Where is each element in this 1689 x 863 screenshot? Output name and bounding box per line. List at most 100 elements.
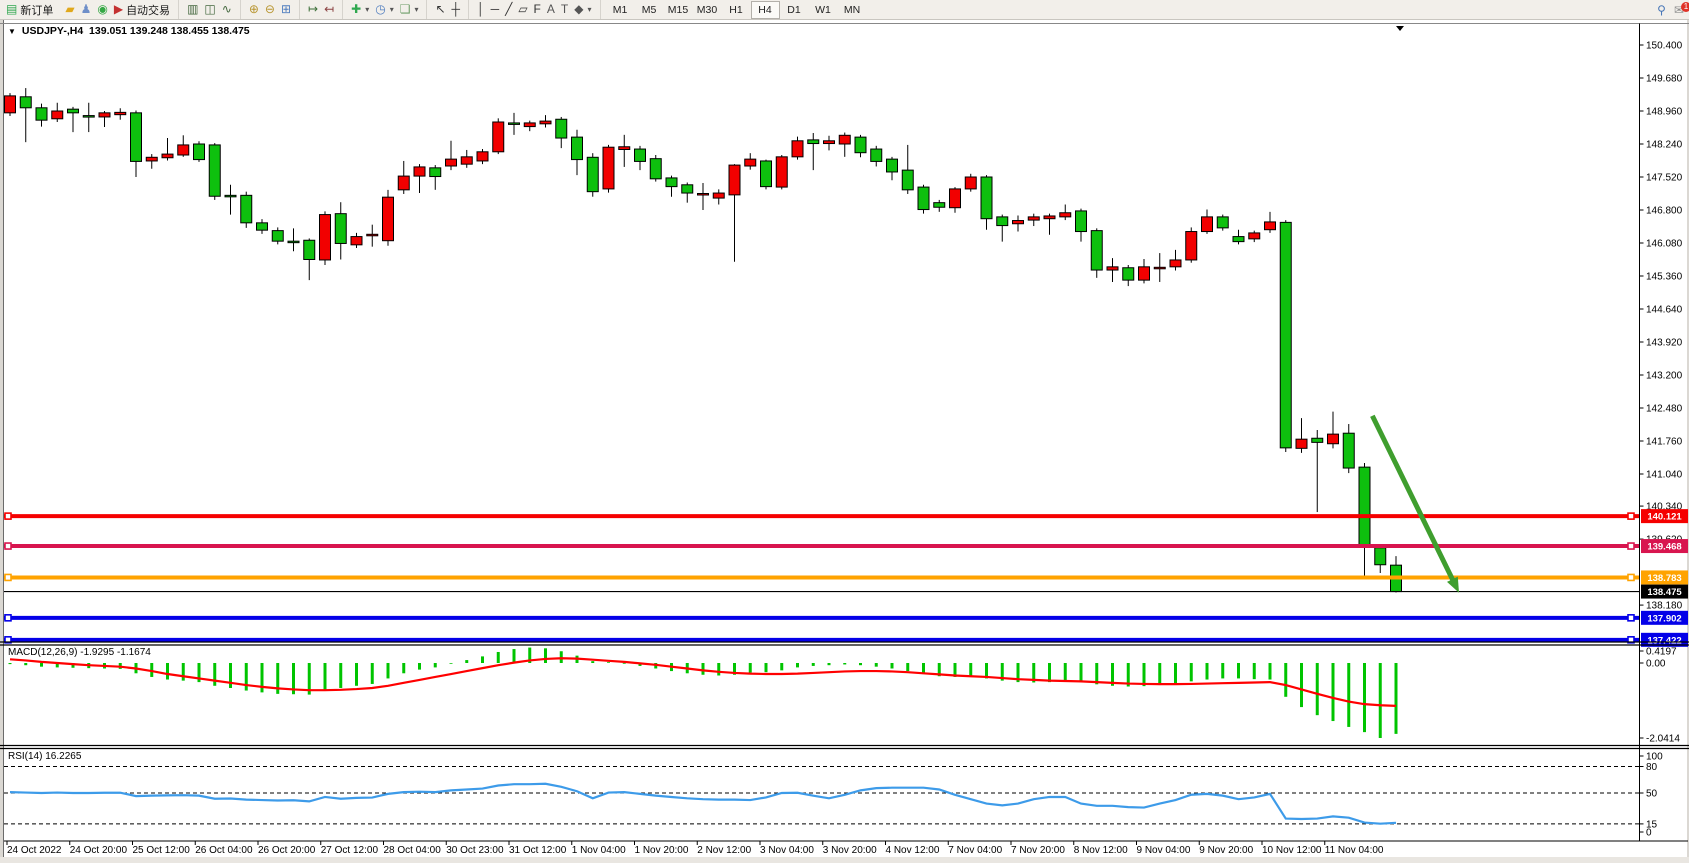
line-chart-icon: ∿ xyxy=(221,2,232,16)
auto-scroll-icon: ↦ xyxy=(308,2,319,16)
chevron-down-icon[interactable]: ▾ xyxy=(365,5,370,14)
level-line-blue-1-handle[interactable] xyxy=(4,614,12,622)
autotrading-button[interactable]: ▶ 自动交易 xyxy=(111,1,173,18)
candle-body xyxy=(508,122,520,125)
zoom-in-icon: ⊕ xyxy=(248,2,259,16)
candle-body xyxy=(1153,266,1166,270)
level-line-red-handle[interactable] xyxy=(1627,512,1635,520)
text-icon[interactable]: A xyxy=(544,1,558,18)
one-click-trading-toggle[interactable]: ▼ xyxy=(8,27,16,36)
timeframe-mn[interactable]: MN xyxy=(843,3,861,16)
timeframe-m1[interactable]: M1 xyxy=(612,3,628,16)
time-axis-label: 4 Nov 12:00 xyxy=(886,845,940,856)
candle-body xyxy=(523,122,536,128)
tile-windows-icon[interactable]: ⊞ xyxy=(278,1,294,18)
fibonacci-icon: F xyxy=(533,2,541,16)
bar-chart-icon[interactable]: ▥ xyxy=(184,1,201,18)
horizontal-line-icon[interactable]: ─ xyxy=(488,1,503,18)
candle-body xyxy=(1138,266,1150,281)
time-axis-label: 30 Oct 23:00 xyxy=(446,845,504,856)
market-icon[interactable]: ▰ xyxy=(62,1,77,18)
fibonacci-icon[interactable]: F xyxy=(531,1,544,18)
level-line-blue-1-handle[interactable] xyxy=(1627,614,1635,622)
text-label-icon[interactable]: T xyxy=(558,1,571,18)
candle-body xyxy=(1012,220,1024,225)
trendline-icon[interactable]: ╱ xyxy=(502,1,515,18)
time-axis-label: 24 Oct 2022 xyxy=(7,845,62,856)
level-line-crimson-handle[interactable] xyxy=(1627,542,1635,550)
time-axis-label: 24 Oct 20:00 xyxy=(70,845,128,856)
candle-body xyxy=(161,153,174,159)
timeframe-h4[interactable]: H4 xyxy=(750,0,780,19)
zoom-in-icon[interactable]: ⊕ xyxy=(246,1,262,18)
level-line-orange-handle[interactable] xyxy=(1627,573,1635,582)
level-line-orange-handle[interactable] xyxy=(4,573,12,582)
candle-body xyxy=(980,176,993,220)
time-axis-label: 7 Nov 20:00 xyxy=(1011,845,1065,856)
equidistant-channel-icon: ▱ xyxy=(518,2,528,16)
candle-body xyxy=(838,134,851,145)
price-chip-label: 140.121 xyxy=(1647,512,1682,523)
level-line-crimson-handle[interactable] xyxy=(4,542,12,550)
equidistant-channel-icon[interactable]: ▱ xyxy=(515,1,530,18)
notifications-icon[interactable]: ✉ 1 xyxy=(1674,1,1689,17)
candle-body xyxy=(1232,236,1245,243)
chevron-down-icon[interactable]: ▾ xyxy=(587,5,592,14)
chart-shift-icon: ↤ xyxy=(324,2,335,16)
candle-body xyxy=(114,111,127,116)
time-axis-label: 28 Oct 04:00 xyxy=(384,845,442,856)
price-axis-label: 146.080 xyxy=(1646,238,1683,249)
crosshair-icon[interactable]: ┼ xyxy=(449,1,464,18)
price-chip xyxy=(1641,539,1688,554)
cursor-icon[interactable]: ↖ xyxy=(432,1,448,18)
level-line-red-handle[interactable] xyxy=(4,512,12,520)
time-axis-label: 3 Nov 04:00 xyxy=(760,845,814,856)
candle-body xyxy=(697,192,709,196)
chart-background xyxy=(0,19,1689,863)
candle-body xyxy=(445,158,457,167)
candlestick-chart-icon[interactable]: ◫ xyxy=(201,1,218,18)
profile-icon: ♟ xyxy=(80,2,92,16)
timeframe-m5[interactable]: M5 xyxy=(641,3,657,16)
auto-scroll-icon[interactable]: ↦ xyxy=(305,1,321,18)
candle-body xyxy=(177,144,190,156)
periods-icon[interactable]: ◷ ▾ xyxy=(372,1,397,18)
zoom-out-icon[interactable]: ⊖ xyxy=(262,1,278,18)
candle-body xyxy=(1216,216,1229,229)
level-line-blue-2-handle[interactable] xyxy=(4,636,12,644)
timeframe-h1[interactable]: H1 xyxy=(729,3,743,16)
chevron-down-icon[interactable]: ▾ xyxy=(414,5,419,14)
candle-body xyxy=(665,177,678,188)
candle-body xyxy=(224,194,237,198)
search-icon[interactable]: ⚲ xyxy=(1657,2,1666,17)
new-order-button[interactable]: ▤ 新订单 xyxy=(3,1,56,18)
timeframe-w1[interactable]: W1 xyxy=(815,3,831,16)
profile-icon[interactable]: ♟ xyxy=(78,1,95,18)
candle-body xyxy=(145,156,158,162)
vertical-line-icon[interactable]: │ xyxy=(474,1,488,18)
candle-body xyxy=(744,158,757,167)
price-chip-label: 137.902 xyxy=(1647,613,1681,624)
candle-body xyxy=(634,148,646,162)
trend-arrow[interactable] xyxy=(1370,414,1457,584)
line-chart-icon[interactable]: ∿ xyxy=(219,1,235,18)
chevron-down-icon[interactable]: ▾ xyxy=(389,5,394,14)
price-axis-label: 150.400 xyxy=(1646,41,1683,52)
candle-body xyxy=(807,139,820,145)
indicators-icon[interactable]: ✚ ▾ xyxy=(348,1,372,18)
templates-icon[interactable]: ❏ ▾ xyxy=(397,1,422,18)
signals-icon[interactable]: ◉ xyxy=(94,1,110,18)
timeframe-d1[interactable]: D1 xyxy=(787,3,801,16)
price-axis-label: 143.200 xyxy=(1646,370,1683,381)
price-axis-label: 148.240 xyxy=(1646,139,1683,150)
candle-body xyxy=(1248,232,1261,240)
timeframe-m15[interactable]: M15 xyxy=(667,3,689,16)
rsi-axis-label: 0 xyxy=(1646,828,1652,839)
chart-shift-icon[interactable]: ↤ xyxy=(321,1,337,18)
arrows-icon[interactable]: ◆ ▾ xyxy=(571,1,594,18)
level-line-blue-2-handle[interactable] xyxy=(1627,636,1635,644)
timeframe-m30[interactable]: M30 xyxy=(696,3,718,16)
price-axis-label: 141.760 xyxy=(1646,436,1683,447)
candle-body xyxy=(82,115,95,118)
